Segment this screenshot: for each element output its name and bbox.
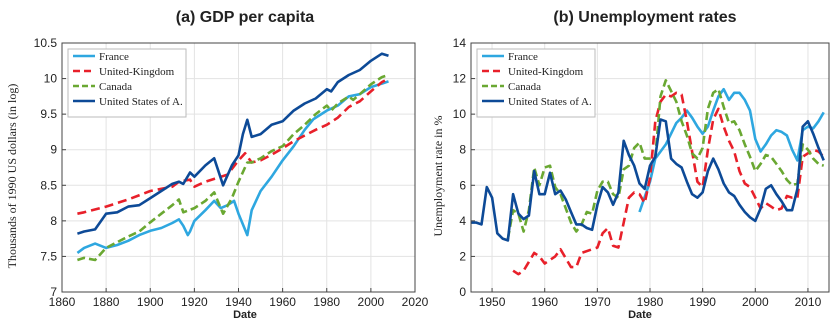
legend-label-united-states-of-a: United States of A. bbox=[99, 96, 183, 108]
x-tick-label: 2020 bbox=[402, 295, 429, 309]
legend-unemployment: France United-Kingdom Canada United States … bbox=[476, 48, 596, 118]
x-tick-label: 1960 bbox=[531, 295, 558, 309]
x-tick-label: 1920 bbox=[181, 295, 208, 309]
legend-box bbox=[67, 48, 187, 118]
x-tick-label: 1900 bbox=[137, 295, 164, 309]
chart-title-gdp: (a) GDP per capita bbox=[176, 9, 315, 26]
y-tick-label: 12 bbox=[453, 72, 467, 86]
y-tick-label: 4 bbox=[459, 214, 466, 228]
y-tick-label: 10 bbox=[44, 72, 58, 86]
legend-label-united-kingdom: United-Kingdom bbox=[99, 66, 175, 78]
y-tick-label: 9 bbox=[50, 143, 57, 157]
y-tick-label: 8 bbox=[459, 143, 466, 157]
x-tick-label: 1970 bbox=[584, 295, 611, 309]
series-line-united-states-of-a bbox=[76, 52, 389, 235]
y-ticks-unemployment: 0 2 4 6 8 10 12 14 bbox=[453, 36, 475, 299]
x-tick-label: 1960 bbox=[269, 295, 296, 309]
series-line-france bbox=[638, 87, 825, 213]
y-tick-label: 0 bbox=[459, 285, 466, 299]
legend-gdp: France United-Kingdom Canada United States … bbox=[67, 48, 187, 118]
y-tick-label: 14 bbox=[453, 36, 467, 50]
x-tick-label: 2010 bbox=[795, 295, 822, 309]
series-line-united-kingdom bbox=[512, 91, 825, 276]
y-axis-label-unemployment: Unemployment rate in % bbox=[431, 116, 445, 237]
legend-box bbox=[476, 48, 596, 118]
x-tick-label: 1980 bbox=[637, 295, 664, 309]
legend-label-united-kingdom: United-Kingdom bbox=[508, 66, 584, 78]
y-tick-label: 6 bbox=[459, 178, 466, 192]
x-ticks-unemployment: 1950 1960 1970 1980 1990 2000 2010 bbox=[479, 288, 822, 309]
x-tick-label: 1940 bbox=[225, 295, 252, 309]
y-tick-label: 2 bbox=[459, 249, 466, 263]
x-tick-label: 1990 bbox=[689, 295, 716, 309]
legend-label-france: France bbox=[508, 51, 538, 63]
legend-label-france: France bbox=[99, 51, 129, 63]
series-line-united-kingdom bbox=[77, 77, 390, 215]
y-tick-label: 7.5 bbox=[40, 249, 57, 263]
x-ticks-gdp: 1860 1880 1900 1920 1940 1960 1980 2000 2020 bbox=[49, 288, 429, 309]
y-tick-label: 10 bbox=[453, 107, 467, 121]
series-layer-unemployment bbox=[471, 79, 825, 276]
x-tick-label: 1860 bbox=[49, 295, 76, 309]
x-tick-label: 1980 bbox=[313, 295, 340, 309]
series-layer-gdp bbox=[76, 52, 390, 262]
y-tick-label: 7 bbox=[50, 285, 57, 299]
y-axis-label-gdp: Thousands of 1990 US dollars (in log) bbox=[5, 84, 19, 269]
y-tick-label: 8 bbox=[50, 214, 57, 228]
panel-unemployment-rates: (b) Unemployment rates Date Unemployment… bbox=[431, 9, 830, 321]
legend-label-united-states-of-a: United States of A. bbox=[508, 96, 592, 108]
x-axis-label-unemployment: Date bbox=[628, 309, 652, 321]
series-line-canada bbox=[77, 73, 389, 262]
legend-label-canada: Canada bbox=[99, 81, 132, 93]
x-tick-label: 2000 bbox=[358, 295, 385, 309]
y-tick-label: 10.5 bbox=[34, 36, 58, 50]
chart-title-unemployment: (b) Unemployment rates bbox=[553, 9, 736, 26]
x-tick-label: 1950 bbox=[479, 295, 506, 309]
series-line-canada bbox=[506, 79, 825, 239]
y-tick-label: 9.5 bbox=[40, 107, 57, 121]
series-line-united-states-of-a bbox=[471, 118, 825, 242]
panel-gdp-per-capita: (a) GDP per capita Date Thousands of 199… bbox=[5, 9, 429, 321]
x-axis-label-gdp: Date bbox=[233, 309, 257, 321]
y-ticks-gdp: 7 7.5 8 8.5 9 9.5 10 10.5 bbox=[34, 36, 66, 299]
legend-label-canada: Canada bbox=[508, 81, 541, 93]
y-tick-label: 8.5 bbox=[40, 178, 57, 192]
x-tick-label: 2000 bbox=[742, 295, 769, 309]
x-tick-label: 1880 bbox=[93, 295, 120, 309]
